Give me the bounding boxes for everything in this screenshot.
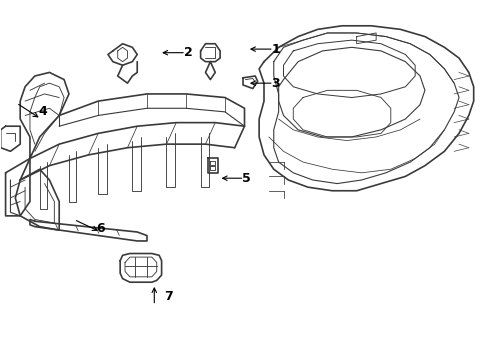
Text: 1: 1 [271, 42, 280, 55]
Text: 3: 3 [271, 77, 279, 90]
Text: 5: 5 [242, 172, 250, 185]
Text: 4: 4 [38, 105, 47, 118]
Text: 2: 2 [183, 46, 192, 59]
Text: 6: 6 [96, 222, 104, 235]
Text: 7: 7 [163, 290, 172, 303]
